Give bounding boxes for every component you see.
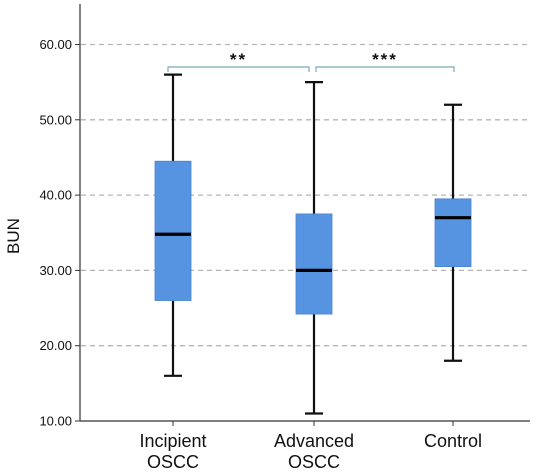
- y-tick-label: 40.00: [39, 188, 72, 203]
- y-tick-label: 60.00: [39, 37, 72, 52]
- iqr-box: [295, 213, 333, 315]
- y-tick-label: 30.00: [39, 263, 72, 278]
- significance-label: **: [230, 50, 247, 69]
- box-1: [154, 73, 192, 377]
- y-axis-title: BUN: [4, 218, 23, 254]
- y-tick-label: 20.00: [39, 338, 72, 353]
- bracket-line: [315, 66, 455, 72]
- significance-label: ***: [372, 50, 398, 69]
- iqr-box: [154, 160, 192, 301]
- y-tick-label: 10.00: [39, 414, 72, 429]
- significance-bracket-2: ***: [315, 50, 455, 72]
- iqr-box: [434, 198, 472, 268]
- y-axis: 10.00 20.00 30.00 40.00 50.00 60.00: [39, 4, 81, 429]
- x-tick-label-line2: OSCC: [288, 452, 340, 472]
- bracket-line: [167, 66, 310, 72]
- x-tick-label: Control: [424, 431, 482, 451]
- box-2: [295, 81, 333, 415]
- significance-brackets: ** ***: [167, 50, 455, 72]
- boxes: [154, 73, 472, 415]
- x-tick-label: Incipient: [139, 431, 206, 451]
- box-3: [434, 103, 472, 362]
- significance-bracket-1: **: [167, 50, 310, 72]
- x-tick-label: Advanced: [274, 431, 354, 451]
- y-tick-label: 50.00: [39, 112, 72, 127]
- x-tick-label-line2: OSCC: [147, 452, 199, 472]
